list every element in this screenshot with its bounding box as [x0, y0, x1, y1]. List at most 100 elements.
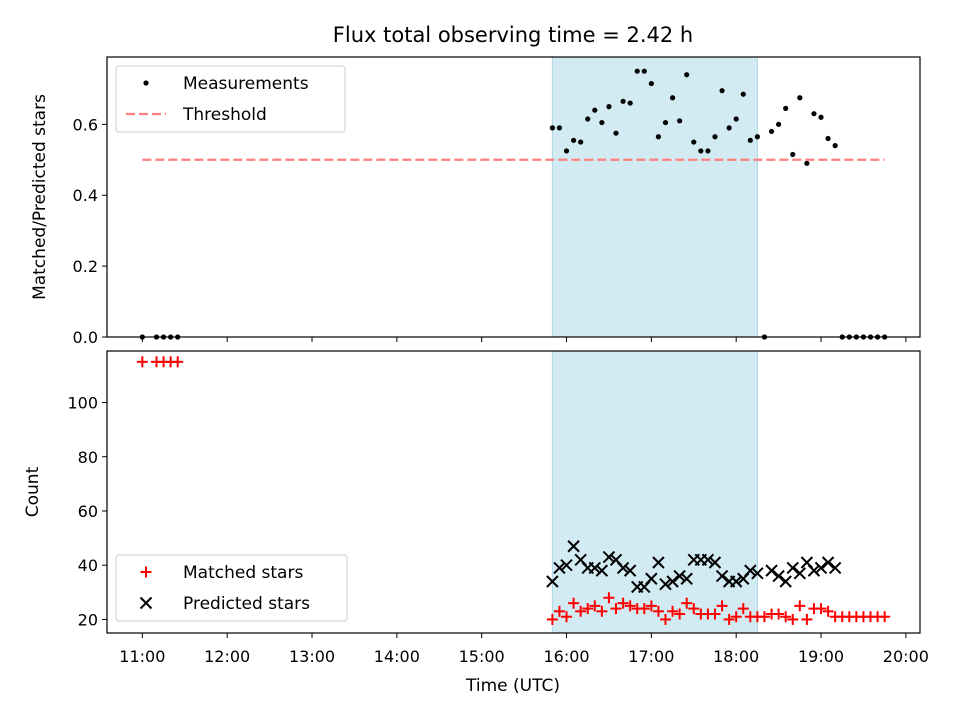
bottom-x-tick-label: 12:00	[204, 647, 250, 666]
measurement-point	[648, 80, 654, 87]
measurement-point	[606, 104, 612, 110]
predicted-star-marker	[588, 561, 602, 575]
matched-star-marker	[603, 592, 615, 604]
matched-star-marker	[638, 603, 650, 615]
matched-star-marker	[624, 600, 636, 612]
bottom-shaded-span	[551, 350, 758, 634]
predicted-star-marker	[645, 572, 658, 585]
matched-star-marker	[582, 603, 594, 615]
bottom-x-tick-label: 14:00	[374, 647, 420, 666]
measurement-point	[726, 125, 732, 131]
measurement-point	[783, 105, 789, 111]
bottom-series-0	[136, 356, 891, 625]
measurement-point	[754, 134, 761, 140]
bottom-x-tick-label: 20:00	[883, 647, 929, 666]
predicted-star-marker	[553, 561, 566, 575]
matched-star-marker	[879, 611, 891, 623]
matched-star-marker	[681, 597, 693, 609]
measurement-point	[797, 95, 803, 101]
predicted-star-marker	[765, 564, 778, 577]
matched-star-marker	[610, 603, 622, 615]
chart-title: Flux total observing time = 2.42 h	[333, 23, 693, 47]
bottom-y-tick-label: 80	[78, 448, 98, 467]
bottom-y-tick-label: 100	[67, 394, 98, 413]
predicted-star-marker	[701, 553, 715, 566]
bottom-x-tick-label: 11:00	[119, 647, 165, 666]
top-y-axis-label: Matched/Predicted stars	[30, 94, 50, 300]
x-axis-label: Time (UTC)	[465, 676, 560, 696]
bottom-x-tick-label: 13:00	[289, 647, 335, 666]
legend-marker	[139, 596, 153, 610]
matched-star-marker	[667, 605, 679, 617]
matched-star-marker	[758, 611, 770, 623]
matched-star-marker	[553, 605, 565, 617]
measurement-point	[719, 88, 725, 94]
measurement-point	[578, 139, 584, 145]
predicted-star-marker	[602, 550, 616, 564]
predicted-star-marker	[751, 567, 764, 580]
predicted-star-marker	[729, 575, 743, 588]
top-legend-entry: Threshold	[126, 105, 267, 125]
matched-star-marker	[688, 603, 700, 615]
bottom-legend-box	[115, 554, 348, 622]
legend-marker	[143, 80, 149, 86]
predicted-star-marker	[779, 575, 792, 588]
measurement-point	[563, 148, 570, 154]
top-y-tick-label: 0.4	[73, 186, 98, 205]
measurement-point	[825, 135, 831, 142]
top-legend-box	[115, 65, 346, 133]
legend-label: Measurements	[183, 74, 309, 94]
matched-star-marker	[172, 356, 184, 368]
measurement-point	[634, 68, 640, 74]
bottom-x-tick-label: 16:00	[543, 647, 589, 666]
predicted-star-marker	[814, 561, 828, 575]
bottom-legend-entry: Predicted stars	[139, 594, 310, 614]
matched-star-marker	[723, 613, 735, 625]
matched-star-marker	[645, 600, 657, 612]
measurement-point	[592, 107, 598, 113]
bottom-y-tick-label: 60	[78, 502, 98, 521]
bottom-x-tick-label: 17:00	[628, 647, 674, 666]
measurement-point	[691, 139, 697, 145]
measurement-point	[768, 128, 775, 135]
measurement-point	[804, 160, 810, 166]
predicted-star-marker	[828, 561, 842, 575]
matched-star-marker	[773, 608, 785, 620]
measurement-point	[740, 91, 746, 97]
matched-star-marker	[780, 611, 792, 623]
top-y-tick-label: 0.2	[73, 257, 98, 276]
predicted-star-marker	[786, 561, 799, 575]
measurement-point	[620, 98, 626, 104]
predicted-star-marker	[623, 564, 637, 577]
matched-star-marker	[561, 611, 573, 623]
matched-star-marker	[617, 597, 629, 609]
matched-star-marker	[659, 613, 671, 625]
measurement-point	[684, 72, 690, 78]
predicted-star-marker	[772, 569, 785, 583]
matched-star-marker	[822, 605, 834, 617]
predicted-star-marker	[595, 564, 609, 577]
measurement-point	[832, 143, 838, 149]
legend-label: Threshold	[182, 105, 267, 125]
matched-star-marker	[568, 597, 580, 609]
predicted-star-marker	[715, 569, 729, 583]
matched-star-marker	[546, 613, 558, 625]
measurement-point	[677, 118, 683, 124]
measurement-point	[556, 125, 563, 131]
bottom-legend-entry: Matched stars	[140, 563, 303, 583]
predicted-star-marker	[652, 556, 665, 569]
bottom-y-tick-label: 20	[78, 610, 98, 629]
top-y-tick-label: 0.6	[73, 115, 98, 134]
top-legend-entry: Measurements	[143, 74, 309, 94]
matched-star-marker	[794, 600, 806, 612]
bottom-panel: 20 40 60 80 100 11:00 12:00 13:00 14:00 15:00 16:0…	[67, 350, 929, 666]
matched-star-marker	[136, 356, 148, 368]
legend-label: Predicted stars	[183, 594, 310, 614]
legend-marker	[140, 566, 152, 578]
predicted-star-marker	[567, 540, 580, 553]
measurement-point	[790, 151, 796, 158]
measurement-point	[705, 148, 711, 154]
predicted-star-marker	[680, 572, 693, 585]
bottom-y-tick-label: 40	[78, 556, 98, 575]
